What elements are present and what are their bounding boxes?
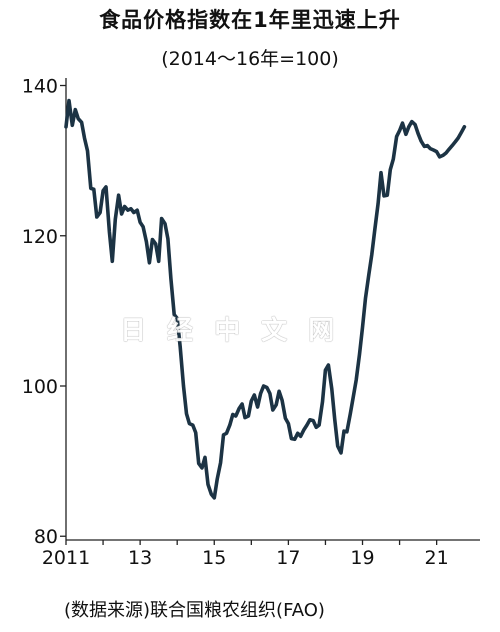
chart-subtitle: (2014～16年=100) <box>161 48 339 70</box>
watermark: 日 经 中 文 网 <box>120 316 341 346</box>
x-tick-label: 13 <box>128 547 152 569</box>
y-tick-label: 100 <box>22 376 58 398</box>
chart-title: 食品价格指数在1年里迅速上升 <box>99 8 401 32</box>
axes: 80 100 120 140 2011 13 15 17 19 21 <box>22 76 480 569</box>
x-tick-label: 19 <box>350 547 374 569</box>
source-note: (数据来源)联合国粮农组织(FAO) <box>64 600 325 621</box>
y-tick-label: 140 <box>22 76 58 98</box>
plot-area <box>64 98 467 500</box>
x-tick-label: 21 <box>425 547 449 569</box>
y-tick-label: 120 <box>22 226 58 248</box>
y-tick-label: 80 <box>34 526 58 548</box>
x-tick-label: 17 <box>276 547 300 569</box>
x-tick-label: 15 <box>202 547 226 569</box>
x-tick-label: 2011 <box>42 547 90 569</box>
price-index-line <box>64 98 467 500</box>
